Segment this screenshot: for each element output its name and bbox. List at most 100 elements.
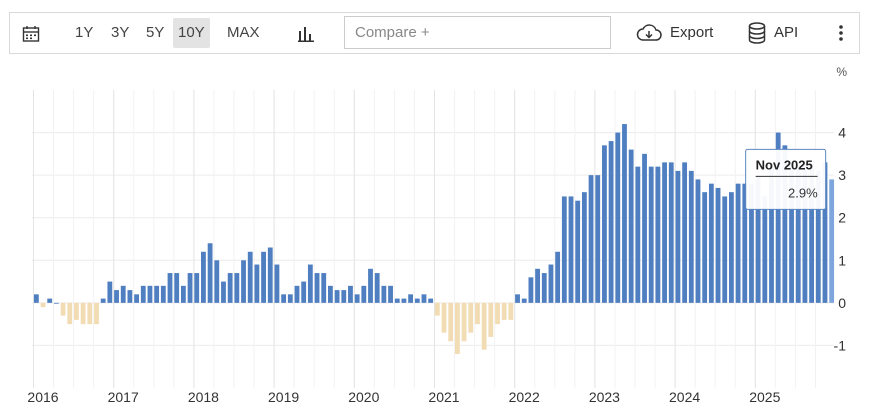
data-bar[interactable] <box>555 251 561 303</box>
data-bar[interactable] <box>80 302 86 325</box>
data-bar[interactable] <box>287 294 293 303</box>
data-bar[interactable] <box>174 273 180 303</box>
data-bar[interactable] <box>749 183 754 303</box>
data-bar[interactable] <box>488 302 494 337</box>
data-bar[interactable] <box>301 281 307 303</box>
data-bar[interactable] <box>53 302 59 304</box>
data-bar[interactable] <box>675 170 681 303</box>
range-1y-button[interactable]: 1Y <box>75 24 94 41</box>
data-bar[interactable] <box>401 298 407 303</box>
data-bar[interactable] <box>481 302 487 350</box>
data-bar[interactable] <box>521 298 527 303</box>
data-bar[interactable] <box>815 170 821 303</box>
data-bar[interactable] <box>635 166 641 303</box>
data-bar[interactable] <box>541 273 547 303</box>
data-bar[interactable] <box>281 294 287 303</box>
data-bar[interactable] <box>201 251 206 303</box>
data-bar[interactable] <box>74 302 79 320</box>
data-bar[interactable] <box>154 285 160 303</box>
range-10y-button[interactable]: 10Y <box>173 18 210 48</box>
more-vertical-icon[interactable] <box>832 24 850 42</box>
data-bar[interactable] <box>662 162 667 303</box>
data-bar[interactable] <box>715 187 721 303</box>
data-bar[interactable] <box>114 290 119 303</box>
data-bar[interactable] <box>227 273 233 303</box>
data-bar[interactable] <box>762 196 768 303</box>
data-bar[interactable] <box>628 149 634 303</box>
data-bar[interactable] <box>642 153 647 303</box>
data-bar[interactable] <box>107 281 113 303</box>
data-bar[interactable] <box>127 290 133 303</box>
data-bar[interactable] <box>167 273 173 303</box>
data-bar[interactable] <box>688 170 694 303</box>
data-bar[interactable] <box>388 285 393 303</box>
data-bar[interactable] <box>695 179 701 303</box>
data-bar[interactable] <box>428 298 434 303</box>
data-bar[interactable] <box>568 196 574 303</box>
data-bar[interactable] <box>755 175 761 303</box>
data-bar[interactable] <box>140 285 146 303</box>
data-bar[interactable] <box>548 264 554 303</box>
data-bar[interactable] <box>33 294 39 303</box>
data-bar[interactable] <box>615 132 621 303</box>
data-bar[interactable] <box>294 285 300 303</box>
data-bar[interactable] <box>147 285 153 303</box>
data-bar[interactable] <box>60 302 66 316</box>
data-bar[interactable] <box>588 175 594 303</box>
data-bar[interactable] <box>414 298 420 303</box>
data-bar[interactable] <box>468 302 474 333</box>
data-bar[interactable] <box>408 294 414 303</box>
data-bar[interactable] <box>722 196 728 303</box>
data-bar[interactable] <box>361 285 367 303</box>
data-bar[interactable] <box>160 285 166 303</box>
data-bar[interactable] <box>622 124 627 303</box>
data-bar[interactable] <box>528 277 534 303</box>
data-bar[interactable] <box>328 285 333 303</box>
data-bar[interactable] <box>267 247 273 303</box>
data-bar[interactable] <box>67 302 73 325</box>
data-bar[interactable] <box>134 294 139 303</box>
data-bar[interactable] <box>421 294 427 303</box>
data-bar[interactable] <box>475 302 480 325</box>
data-bar[interactable] <box>581 192 587 303</box>
calendar-icon[interactable] <box>22 25 40 43</box>
data-bar[interactable] <box>241 260 246 303</box>
data-bar[interactable] <box>655 166 661 303</box>
data-bar[interactable] <box>314 273 320 303</box>
data-bar[interactable] <box>448 302 454 342</box>
data-bar[interactable] <box>802 162 808 303</box>
data-bar[interactable] <box>668 162 674 303</box>
data-bar[interactable] <box>608 141 614 303</box>
data-bar[interactable] <box>454 302 460 354</box>
data-bar[interactable] <box>120 285 126 303</box>
data-bar[interactable] <box>261 251 266 303</box>
api-button[interactable]: API <box>748 13 798 53</box>
data-bar[interactable] <box>341 290 347 303</box>
data-bar[interactable] <box>708 183 714 303</box>
data-bar[interactable] <box>575 200 581 303</box>
data-bar[interactable] <box>702 192 708 303</box>
data-bar[interactable] <box>368 268 373 303</box>
data-bar[interactable] <box>461 302 467 342</box>
data-bar[interactable] <box>441 302 447 333</box>
data-bar[interactable] <box>508 302 514 320</box>
data-bar[interactable] <box>822 162 828 303</box>
data-bar[interactable] <box>334 290 340 303</box>
data-bar[interactable] <box>561 196 567 303</box>
data-bar[interactable] <box>729 192 734 303</box>
data-bar[interactable] <box>180 285 186 303</box>
range-3y-button[interactable]: 3Y <box>111 24 130 41</box>
range-5y-button[interactable]: 5Y <box>146 24 165 41</box>
data-bar[interactable] <box>247 251 253 303</box>
data-bar[interactable] <box>648 166 654 303</box>
data-bar[interactable] <box>501 302 507 320</box>
data-bar[interactable] <box>40 302 46 308</box>
data-bar[interactable] <box>254 264 260 303</box>
data-bar[interactable] <box>321 273 327 303</box>
compare-input[interactable] <box>344 16 611 49</box>
export-button[interactable]: Export <box>636 13 713 53</box>
data-bar[interactable] <box>795 166 801 303</box>
range-max-button[interactable]: MAX <box>227 24 260 41</box>
data-bar[interactable] <box>809 166 815 303</box>
data-bar[interactable] <box>354 294 360 303</box>
